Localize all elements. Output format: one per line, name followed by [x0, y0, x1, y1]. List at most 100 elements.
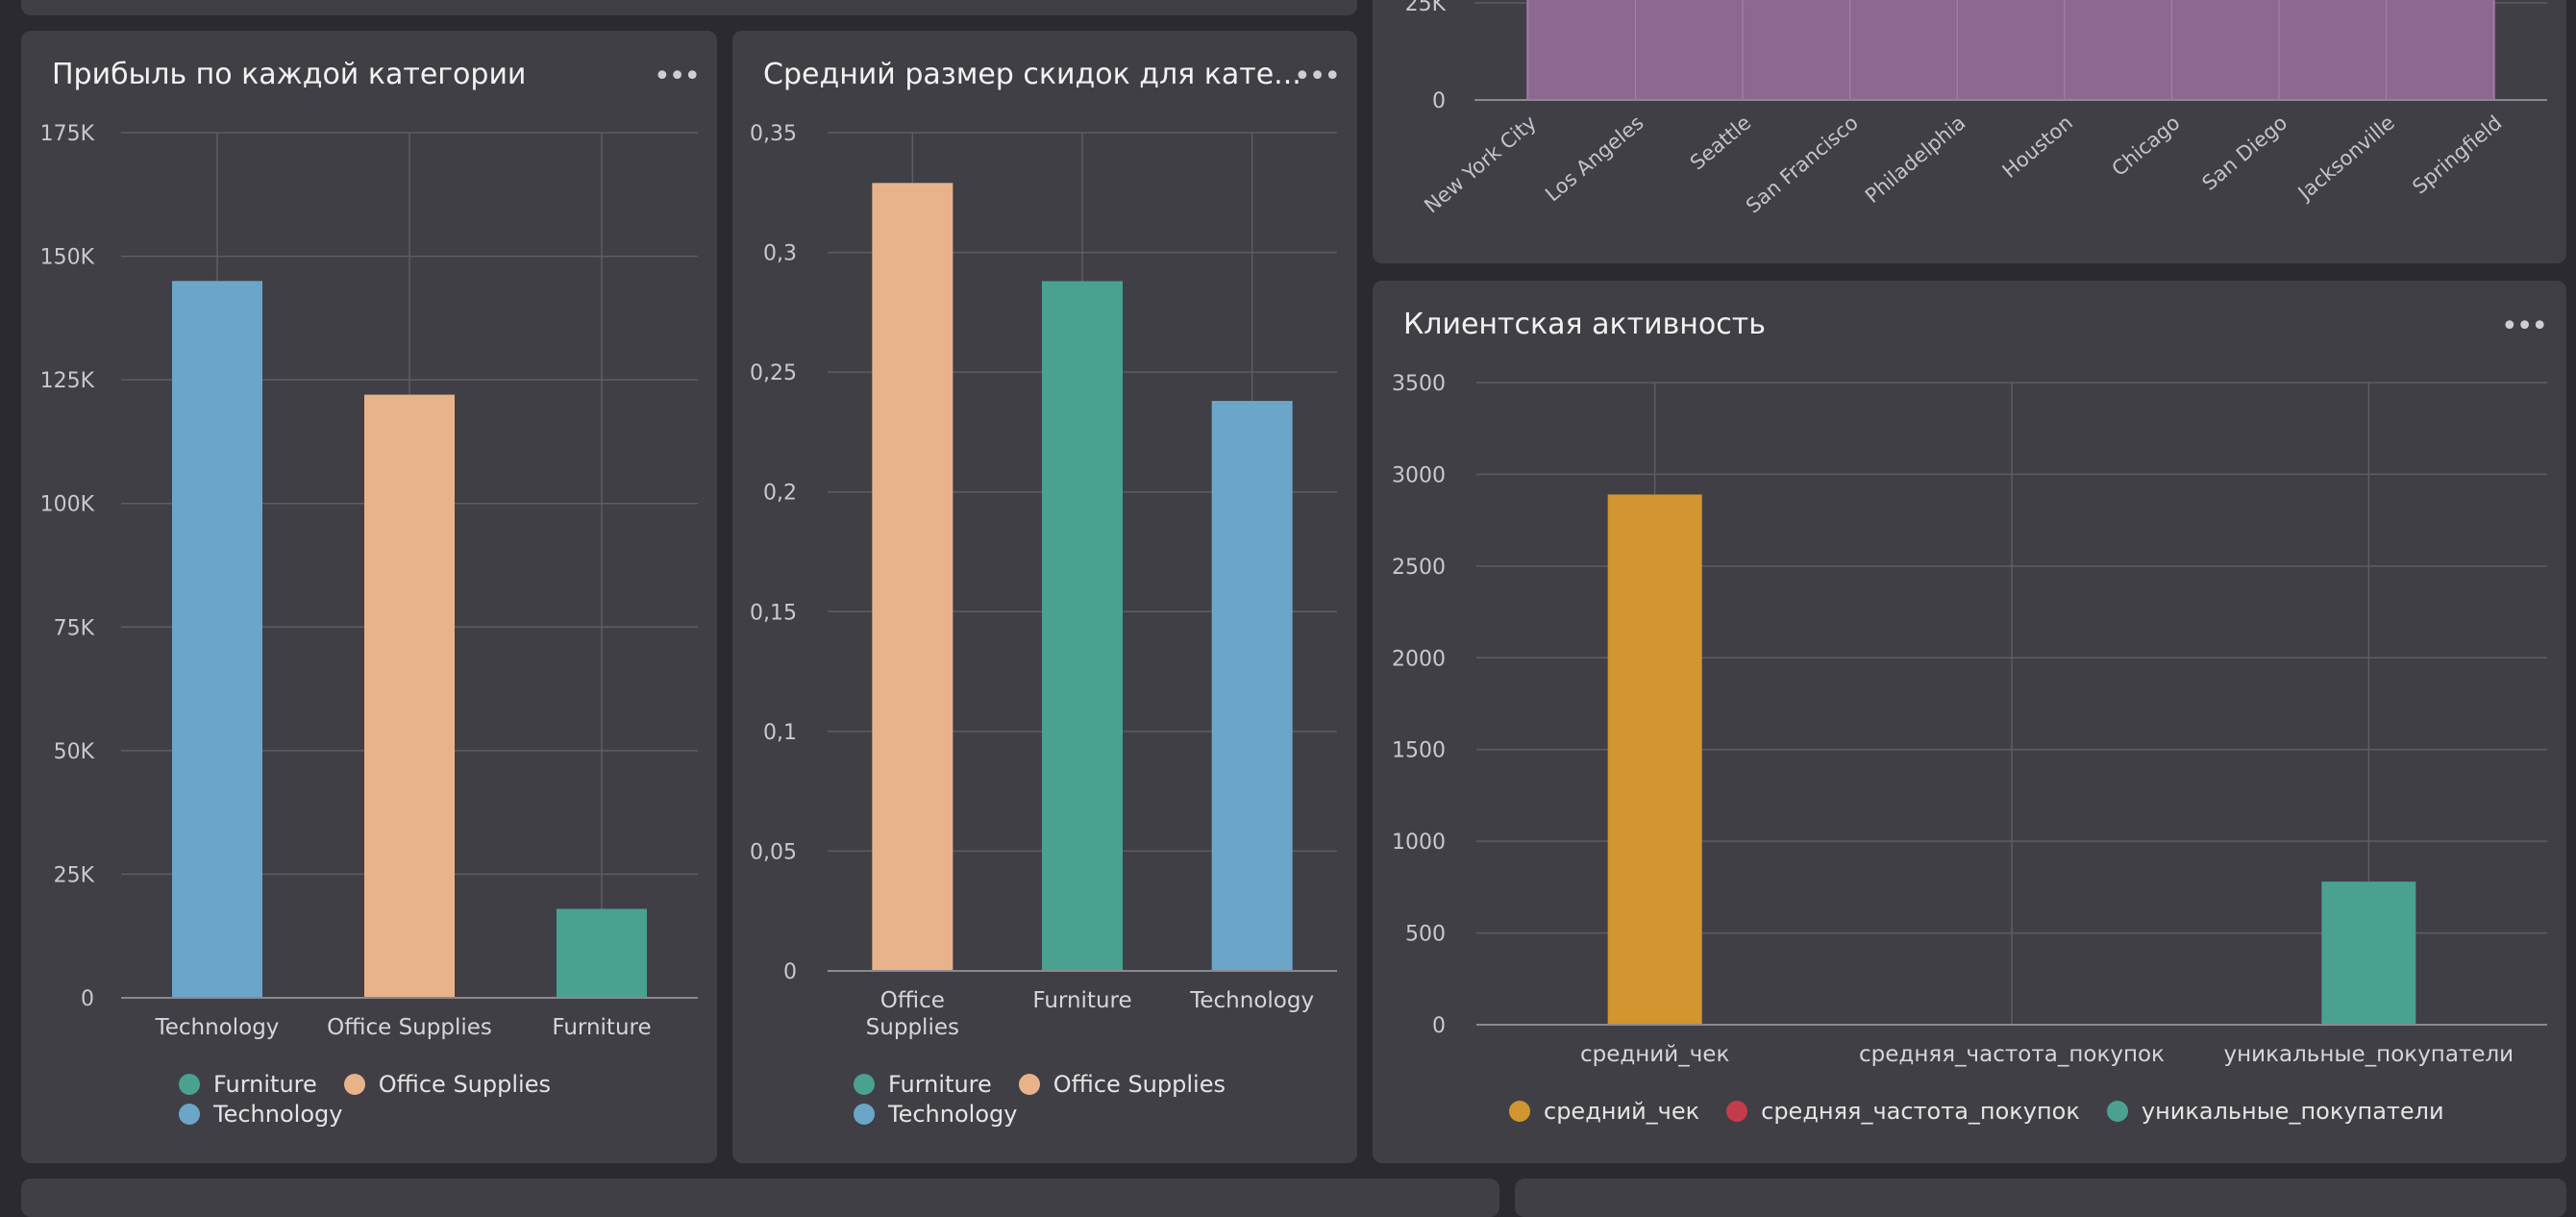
y-tick-label: 0,2	[763, 482, 797, 506]
legend-label: средний_чек	[1544, 1098, 1700, 1125]
legend-dot-icon	[179, 1074, 200, 1095]
legend-label: Technology	[888, 1101, 1018, 1128]
x-tick-label: Office	[880, 988, 945, 1013]
y-tick-label: 0	[81, 987, 94, 1011]
x-tick-label: Philadelphia	[1861, 111, 1969, 208]
legend-label: Office Supplies	[378, 1071, 551, 1098]
x-tick-label: средний_чек	[1580, 1042, 1729, 1067]
discount-chart: 0 0,05 0,1 0,15 0,2 0,25 0,3 0,35 OfficeSupplies…	[750, 122, 1337, 1040]
legend-item[interactable]: Technology	[179, 1101, 342, 1128]
y-tick-label: 1500	[1392, 739, 1446, 763]
y-tick-label: 0	[1432, 1014, 1446, 1038]
legend-item[interactable]: Furniture	[179, 1071, 317, 1098]
legend-item[interactable]: Technology	[854, 1101, 1017, 1128]
more-menu-icon[interactable]: •••	[2501, 310, 2548, 343]
y-tick-label: 125K	[40, 369, 95, 393]
y-tick-label: 1000	[1392, 831, 1446, 855]
more-menu-icon[interactable]: •••	[1294, 60, 1341, 93]
x-tick-label: Technology	[155, 1015, 280, 1040]
chart-legend: Furniture Office Supplies Technology	[179, 1071, 679, 1130]
bar	[364, 394, 455, 999]
more-menu-icon[interactable]: •••	[654, 60, 701, 93]
bottom-panel-partial-left	[21, 1179, 1499, 1217]
y-tick-label: 3000	[1392, 463, 1446, 487]
y-tick-label: 175K	[40, 122, 95, 146]
bar	[1042, 281, 1123, 971]
panel-title: Прибыль по каждой категории	[52, 58, 527, 91]
legend-label: Technology	[213, 1101, 343, 1128]
y-tick-label: 75K	[54, 616, 95, 640]
panel-title: Средний размер скидок для кате...	[763, 58, 1301, 91]
y-tick-label: 25K	[1405, 0, 1447, 16]
y-tick-label: 2500	[1392, 556, 1446, 580]
area-fill	[1526, 0, 2495, 100]
y-tick-label: 0,35	[750, 122, 797, 146]
legend-label: Furniture	[888, 1071, 992, 1098]
legend-dot-icon	[179, 1104, 200, 1125]
bottom-panel-partial-right	[1515, 1179, 2566, 1217]
x-tick-label: Jacksonville	[2292, 111, 2399, 206]
x-tick-label: Technology	[1189, 988, 1314, 1013]
legend-item[interactable]: Office Supplies	[343, 1071, 551, 1098]
y-tick-label: 0,05	[750, 840, 797, 864]
panel-title: Клиентская активность	[1403, 308, 1766, 341]
y-tick-label: 2000	[1392, 647, 1446, 671]
chart-legend: Furniture Office Supplies Technology	[854, 1071, 1334, 1130]
x-tick-label: Furniture	[1032, 988, 1131, 1013]
legend-dot-icon	[343, 1074, 365, 1095]
customer-activity-panel: Клиентская активность ••• 0 500 1000 1500 20…	[1373, 281, 2566, 1163]
legend-label: уникальные_покупатели	[2141, 1098, 2444, 1125]
x-tick-label: уникальные_покупатели	[2224, 1042, 2514, 1067]
legend-dot-icon	[1509, 1101, 1530, 1122]
y-tick-label: 100K	[40, 493, 95, 517]
legend-item[interactable]: средний_чек	[1509, 1098, 1699, 1125]
bar	[1607, 494, 1702, 1025]
y-tick-label: 500	[1405, 923, 1446, 947]
y-tick-label: 0,1	[763, 721, 797, 745]
legend-item[interactable]: Office Supplies	[1018, 1071, 1226, 1098]
legend-item[interactable]: средняя_частота_покупок	[1726, 1098, 2080, 1125]
x-tick-label: Supplies	[866, 1015, 959, 1040]
bar	[2321, 882, 2416, 1025]
x-tick-label: Los Angeles	[1541, 111, 1648, 206]
profit-by-category-panel: Прибыль по каждой категории ••• 0 25K 50K 7…	[21, 31, 717, 1163]
legend-dot-icon	[1018, 1074, 1040, 1095]
y-tick-label: 0	[1432, 89, 1446, 113]
cities-chart-panel: 0 25K New York City Los Angeles Seattle San F…	[1373, 0, 2566, 263]
chart-legend: средний_чек средняя_частота_покупок уникал…	[1509, 1098, 2547, 1128]
x-tick-label: Houston	[1998, 111, 2077, 182]
legend-item[interactable]: уникальные_покупатели	[2106, 1098, 2444, 1125]
bar	[557, 908, 647, 998]
y-tick-label: 50K	[54, 740, 95, 764]
x-tick-label: Furniture	[552, 1015, 651, 1040]
legend-label: средняя_частота_покупок	[1761, 1098, 2080, 1125]
y-tick-label: 150K	[40, 246, 95, 270]
legend-dot-icon	[1726, 1101, 1748, 1122]
bar	[872, 183, 954, 971]
y-tick-label: 0,25	[750, 361, 797, 385]
legend-label: Furniture	[213, 1071, 317, 1098]
legend-dot-icon	[854, 1104, 875, 1125]
legend-label: Office Supplies	[1053, 1071, 1226, 1098]
x-tick-label: средняя_частота_покупок	[1859, 1042, 2165, 1067]
y-tick-label: 0,3	[763, 242, 797, 266]
activity-chart: 0 500 1000 1500 2000 2500 3000 3500 средний_чек с…	[1392, 372, 2547, 1067]
y-tick-label: 3500	[1392, 372, 1446, 396]
bar	[172, 281, 262, 998]
legend-dot-icon	[2106, 1101, 2128, 1122]
y-tick-label: 0,15	[750, 601, 797, 625]
legend-item[interactable]: Furniture	[854, 1071, 992, 1098]
bar	[1211, 401, 1293, 971]
profit-chart: 0 25K 50K 75K 100K 125K 150K 175K Technology Offi…	[40, 122, 698, 1040]
x-tick-label: Seattle	[1686, 111, 1755, 174]
x-tick-label: San Diego	[2198, 111, 2292, 194]
x-tick-label: San Francisco	[1742, 111, 1863, 217]
x-tick-label: Springfield	[2408, 111, 2506, 198]
y-tick-label: 25K	[54, 863, 95, 887]
top-panel-partial	[21, 0, 1357, 15]
x-tick-label: Office Supplies	[327, 1015, 492, 1040]
y-tick-label: 0	[783, 960, 797, 984]
x-tick-label: Chicago	[2108, 111, 2185, 181]
